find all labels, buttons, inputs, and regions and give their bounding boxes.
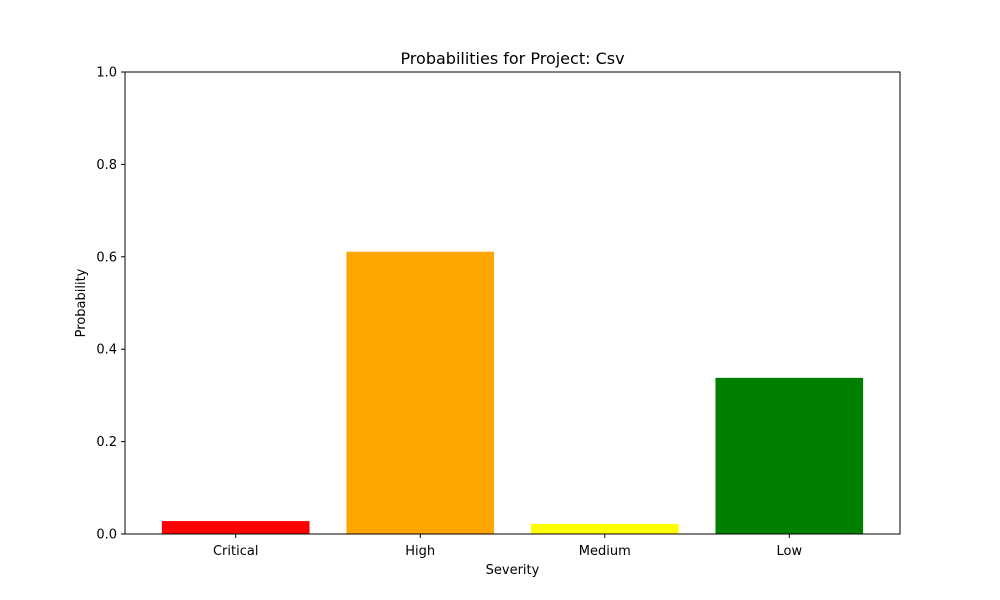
x-axis-label: Severity <box>486 563 540 578</box>
x-tick-label: Low <box>776 544 802 559</box>
chart-title: Probabilities for Project: Csv <box>400 49 624 68</box>
x-tick-label: Medium <box>579 544 631 559</box>
x-tick-label: High <box>405 544 435 559</box>
y-axis-ticks: 0.0 0.2 0.4 0.6 0.8 1.0 <box>96 66 125 543</box>
bar-high <box>346 251 495 534</box>
y-tick-label: 0.2 <box>96 435 117 450</box>
y-tick-label: 0.6 <box>96 250 117 265</box>
y-tick-label: 0.4 <box>96 343 117 358</box>
y-tick-label: 0.0 <box>96 528 117 543</box>
x-axis-ticks: Critical High Medium Low <box>213 534 802 559</box>
bar-low <box>715 377 864 534</box>
bar-critical <box>161 521 310 534</box>
bars-layer <box>161 251 864 534</box>
y-tick-label: 1.0 <box>96 66 117 81</box>
plot-frame <box>124 71 901 535</box>
x-tick-label: Critical <box>213 544 258 559</box>
bar-medium <box>530 523 679 534</box>
y-axis-label: Probability <box>74 268 89 337</box>
y-tick-label: 0.8 <box>96 158 117 173</box>
